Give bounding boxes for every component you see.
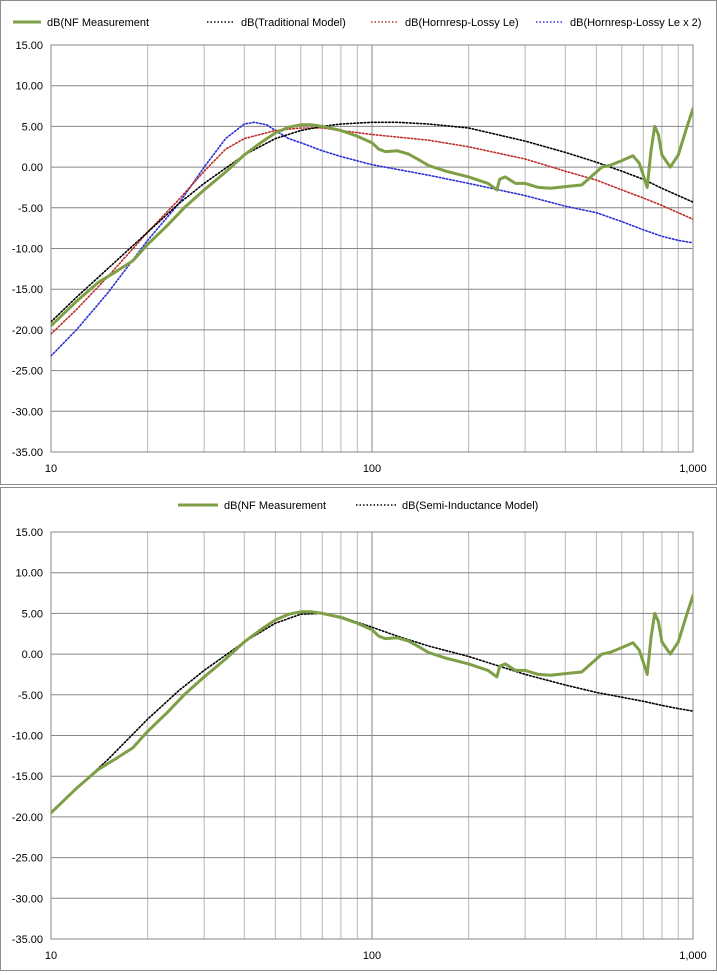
x-tick-label: 10 — [45, 463, 57, 475]
y-tick-label: -20.00 — [12, 812, 43, 824]
chart-top-svg: 15.00 10.00 5.00 0.00 -5.00 -10.00 -15.00 -20.0… — [12, 17, 707, 475]
series-line-0 — [51, 594, 693, 815]
y-tick-label: -30.00 — [12, 893, 43, 905]
y-tick-label: 0.00 — [22, 649, 43, 661]
y-tick-label: 15.00 — [15, 40, 43, 52]
y-tick-label: -10.00 — [12, 244, 43, 256]
x-tick-label: 1,000 — [679, 950, 707, 962]
series-line-1 — [51, 612, 693, 814]
y-tick-label: 5.00 — [22, 121, 43, 133]
y-tick-label: -35.00 — [12, 447, 43, 459]
x-tick-label: 100 — [363, 950, 381, 962]
legend: dB(NF Measurement dB(Semi-Inductance Mode… — [178, 500, 538, 512]
y-tick-label: 10.00 — [15, 81, 43, 93]
y-tick-label: -15.00 — [12, 771, 43, 783]
chart-panel-bottom: 15.00 10.00 5.00 0.00 -5.00 -10.00 -15.00 -20.0… — [0, 487, 717, 971]
series-line-0 — [51, 107, 693, 328]
series-line-1 — [51, 121, 693, 323]
y-tick-label: -15.00 — [12, 284, 43, 296]
x-tick-label: 100 — [363, 463, 381, 475]
legend-label: dB(NF Measurement — [224, 500, 326, 512]
legend-label: dB(Hornresp-Lossy Le) — [405, 17, 519, 29]
y-tick-label: -30.00 — [12, 406, 43, 418]
series-group — [51, 107, 693, 357]
y-tick-label: 10.00 — [15, 568, 43, 580]
series-line-3 — [51, 121, 693, 357]
y-tick-label: 15.00 — [15, 527, 43, 539]
y-tick-label: -35.00 — [12, 934, 43, 946]
y-tick-label: -5.00 — [18, 203, 43, 215]
grid — [50, 44, 694, 453]
series-group — [51, 594, 693, 815]
legend-label: dB(Semi-Inductance Model) — [402, 500, 538, 512]
chart-bottom-svg: 15.00 10.00 5.00 0.00 -5.00 -10.00 -15.00 -20.0… — [12, 500, 707, 962]
y-tick-label: -25.00 — [12, 853, 43, 865]
legend: dB(NF Measurement dB(Traditional Model) dB… — [13, 17, 701, 29]
legend-label: dB(NF Measurement — [47, 17, 149, 29]
y-tick-label: -25.00 — [12, 366, 43, 378]
y-tick-label: -10.00 — [12, 731, 43, 743]
y-tick-label: -20.00 — [12, 325, 43, 337]
y-tick-label: 0.00 — [22, 162, 43, 174]
grid — [50, 531, 694, 940]
x-tick-label: 10 — [45, 950, 57, 962]
y-tick-label: 5.00 — [22, 608, 43, 620]
legend-label: dB(Traditional Model) — [241, 17, 346, 29]
chart-panel-top: 15.00 10.00 5.00 0.00 -5.00 -10.00 -15.00 -20.0… — [0, 0, 717, 485]
y-tick-label: -5.00 — [18, 690, 43, 702]
legend-label: dB(Hornresp-Lossy Le x 2) — [570, 17, 701, 29]
x-tick-label: 1,000 — [679, 463, 707, 475]
